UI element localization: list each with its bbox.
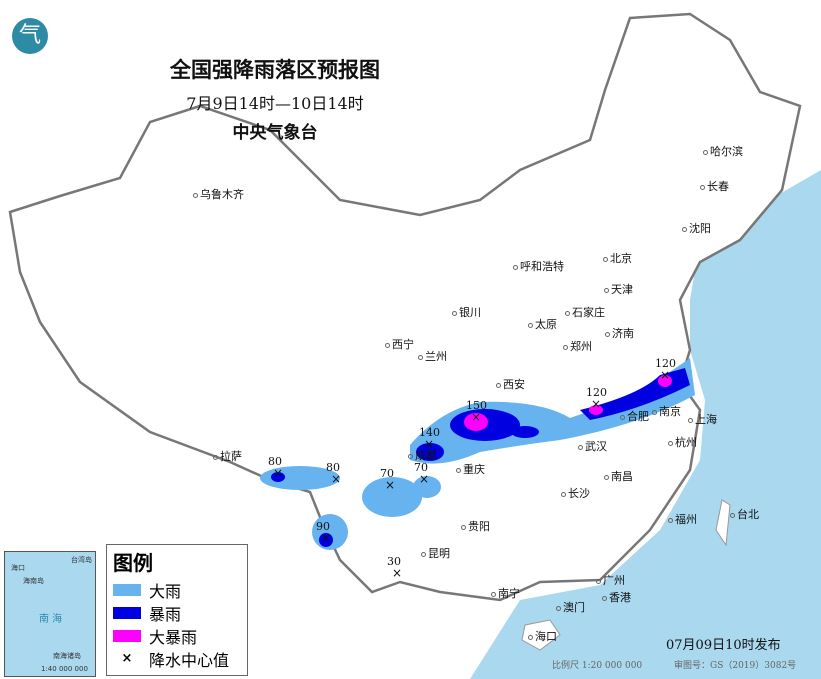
heavy-rainstorm-areas: [464, 375, 672, 431]
city-label: 武汉: [578, 440, 607, 453]
city-label: 合肥: [620, 410, 649, 423]
city-label: 上海: [688, 413, 717, 426]
city-label: 杭州: [668, 436, 697, 449]
legend-label: 降水中心值: [149, 650, 230, 670]
city-label: 台北: [730, 508, 759, 521]
legend-item-heavy-rainstorm: 大暴雨: [113, 624, 247, 647]
rain-center-cross: ×: [419, 472, 429, 486]
legend-swatch: [113, 583, 141, 596]
city-label: 太原: [528, 318, 557, 331]
taiwan-island: [715, 499, 731, 547]
sea-area: [470, 170, 821, 679]
city-label: 呼和浩特: [513, 260, 564, 273]
rain-center-value: 70: [380, 467, 394, 480]
inset-label: 海南岛: [23, 577, 44, 585]
city-label: 南宁: [491, 587, 520, 600]
legend-swatch: [113, 629, 141, 642]
city-label: 贵阳: [461, 520, 490, 533]
city-label: 广州: [596, 574, 625, 587]
city-label: 西宁: [385, 338, 414, 351]
city-label: 天津: [604, 283, 633, 296]
city-label: 南京: [652, 405, 681, 418]
forecast-period: 7月9日14时—10日14时: [186, 94, 364, 113]
city-label: 南昌: [604, 470, 633, 483]
city-label: 澳门: [556, 601, 585, 614]
rain-center-value: 150: [466, 399, 487, 412]
inset-scale: 1:40 000 000: [41, 665, 88, 673]
city-label: 长沙: [561, 487, 590, 500]
inset-label: 海口: [11, 564, 25, 572]
legend: 图例 大雨 暴雨 大暴雨 × 降水中心值: [106, 544, 248, 676]
map-title: 全国强降雨落区预报图: [170, 58, 380, 82]
rain-center-cross: ×: [424, 437, 434, 451]
rain-center-value: 30: [387, 555, 401, 568]
city-label: 长春: [700, 180, 729, 193]
rain-center-value: 120: [655, 357, 676, 370]
rain-center-cross: ×: [471, 410, 481, 424]
city-label: 郑州: [563, 340, 592, 353]
cma-logo: 气: [12, 18, 48, 54]
rain-center-value: 90: [316, 520, 330, 533]
city-label: 沈阳: [682, 222, 711, 235]
rain-center-cross: ×: [660, 368, 670, 382]
city-label: 乌鲁木齐: [193, 188, 244, 201]
city-label: 济南: [605, 327, 634, 340]
legend-label: 大雨: [149, 581, 182, 601]
city-label: 兰州: [418, 350, 447, 363]
rain-center-cross: ×: [591, 397, 601, 411]
city-label: 哈尔滨: [703, 145, 743, 158]
city-label: 拉萨: [213, 450, 242, 463]
legend-item-heavy-rain: 大雨: [113, 578, 247, 601]
city-label: 西安: [496, 378, 525, 391]
city-label: 昆明: [421, 547, 450, 560]
rain-center-markers: × × × × × × × × × ×: [273, 368, 670, 580]
city-label: 成都: [408, 449, 437, 462]
inset-sea-label: 南 海: [39, 614, 63, 625]
rain-center-cross: ×: [385, 478, 395, 492]
inset-label: 南海诸岛: [53, 652, 81, 660]
inset-label: 台湾岛: [71, 556, 92, 564]
china-outline: [8, 12, 802, 602]
legend-title: 图例: [113, 551, 153, 575]
issuer: 中央气象台: [232, 123, 318, 143]
rain-center-cross: ×: [392, 566, 402, 580]
publish-time: 07月09日10时发布: [666, 638, 781, 653]
rain-center-value: 80: [268, 455, 282, 468]
map-scale: 比例尺 1:20 000 000: [552, 661, 643, 671]
south-china-sea-inset: 海口 海南岛 台湾岛 南 海 南海诸岛 1:40 000 000: [4, 551, 96, 677]
city-label: 香港: [602, 591, 631, 604]
legend-label: 暴雨: [149, 604, 182, 624]
legend-swatch: [113, 606, 141, 619]
rain-center-value: 120: [586, 386, 607, 399]
city-label: 石家庄: [565, 306, 605, 319]
rain-center-cross: ×: [321, 531, 331, 545]
rain-center-value: 140: [419, 426, 440, 439]
rain-center-cross: ×: [273, 466, 283, 480]
cross-icon: ×: [121, 650, 133, 666]
city-label: 福州: [668, 513, 697, 526]
approval-number: 审图号：GS（2019）3082号: [674, 661, 797, 671]
rain-center-value: 80: [326, 461, 340, 474]
rain-center-value: 70: [414, 461, 428, 474]
legend-item-rain-center: × 降水中心值: [113, 647, 247, 670]
city-label: 海口: [528, 630, 557, 643]
legend-item-rainstorm: 暴雨: [113, 601, 247, 624]
legend-label: 大暴雨: [149, 627, 198, 647]
city-label: 银川: [452, 306, 481, 319]
city-label: 重庆: [456, 463, 485, 476]
rain-center-cross: ×: [331, 472, 341, 486]
city-label: 北京: [603, 252, 632, 265]
